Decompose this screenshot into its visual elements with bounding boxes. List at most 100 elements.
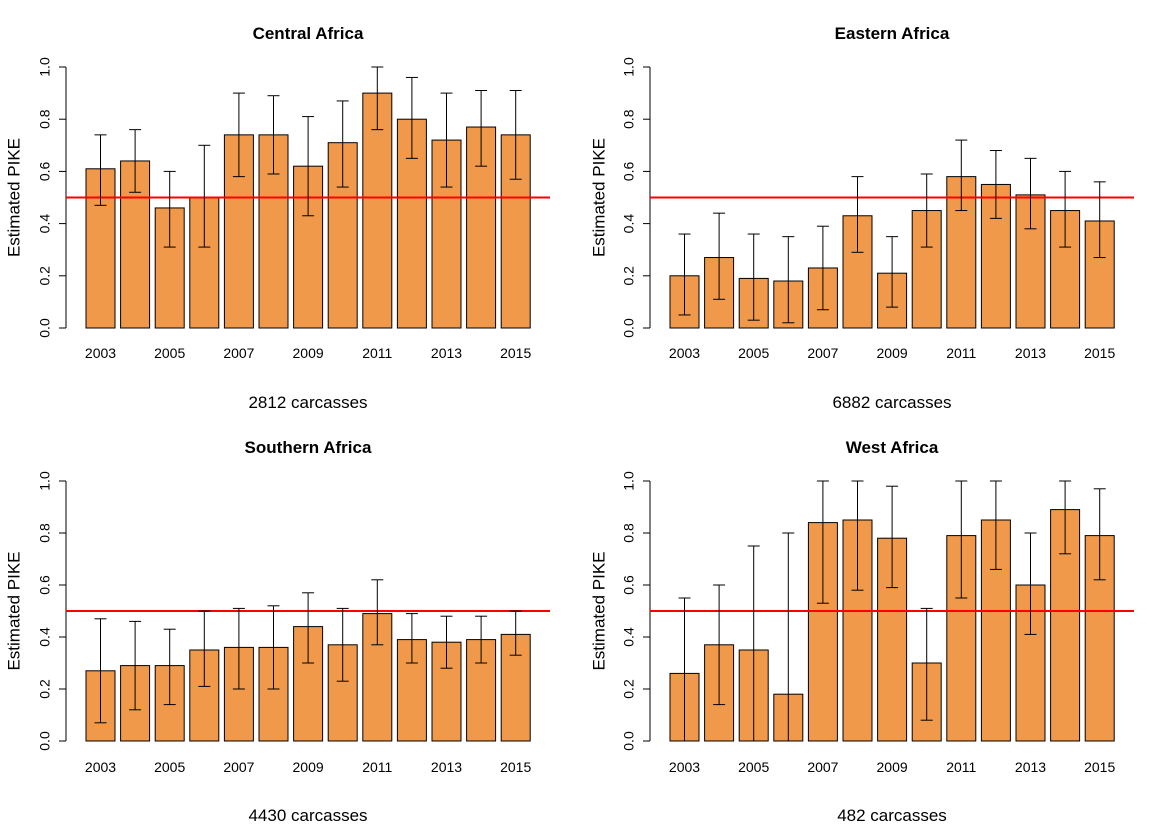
x-tick-label: 2013 [1015, 345, 1046, 361]
y-tick-label: 0.8 [37, 109, 53, 129]
error-bar [747, 233, 760, 321]
x-tick-label: 2011 [946, 759, 976, 775]
error-bar [302, 592, 315, 664]
y-axis-title: Estimated PIKE [589, 138, 608, 257]
error-bar [713, 212, 726, 300]
error-bar [989, 150, 1002, 219]
chart-panel: Central Africa 0.0 0.2 0.4 0.6 0.8 1.0 Estimate… [4, 24, 550, 412]
panel-title: Central Africa [253, 24, 364, 43]
y-axis-title: Estimated PIKE [4, 551, 23, 670]
error-bar [920, 173, 933, 248]
x-tick-label: 2013 [431, 759, 462, 775]
y-tick-label: 0.0 [621, 318, 637, 338]
y-tick-label: 1.0 [37, 57, 53, 77]
y-axis-title: Estimated PIKE [4, 138, 23, 257]
y-tick-label: 0.2 [37, 266, 53, 286]
error-bar [302, 116, 315, 217]
bar [362, 92, 393, 329]
error-bar [1059, 480, 1072, 555]
x-tick-label: 2003 [85, 759, 116, 775]
y-tick-label: 0.6 [37, 161, 53, 181]
error-bar [1093, 181, 1106, 259]
error-bar [1024, 532, 1037, 635]
x-tick-label: 2005 [738, 759, 769, 775]
x-tick-label: 2011 [362, 759, 392, 775]
x-tick-label: 2013 [1015, 759, 1046, 775]
y-tick-label: 0.8 [37, 523, 53, 543]
y-axis-title: Estimated PIKE [589, 551, 608, 670]
error-bar [713, 584, 726, 706]
error-bar [475, 615, 488, 664]
x-tick-label: 2015 [1084, 759, 1115, 775]
error-bar [336, 100, 349, 188]
error-bar [678, 233, 691, 316]
error-bar [336, 607, 349, 682]
y-tick-label: 0.6 [621, 161, 637, 181]
x-axis-title: 482 carcasses [837, 806, 947, 825]
panel-title: Southern Africa [245, 438, 372, 457]
error-bar [886, 485, 899, 589]
error-bar [851, 480, 864, 591]
x-tick-label: 2007 [223, 759, 254, 775]
error-bar [747, 545, 760, 742]
x-tick-label: 2007 [807, 759, 838, 775]
x-tick-label: 2009 [293, 345, 324, 361]
panel-title: West Africa [846, 438, 939, 457]
y-tick-label: 0.2 [621, 266, 637, 286]
error-bar [816, 480, 829, 604]
x-tick-label: 2003 [669, 345, 700, 361]
error-bar [1059, 170, 1072, 248]
x-axis-title: 6882 carcasses [832, 393, 951, 412]
error-bar [678, 597, 691, 742]
x-tick-label: 2003 [669, 759, 700, 775]
x-tick-label: 2007 [223, 345, 254, 361]
y-tick-label: 0.8 [621, 523, 637, 543]
y-tick-label: 0.4 [621, 214, 637, 234]
y-tick-label: 0.0 [37, 731, 53, 751]
x-tick-label: 2015 [1084, 345, 1115, 361]
error-bar [851, 176, 864, 253]
error-bar [509, 89, 522, 180]
error-bar [405, 76, 418, 159]
error-bar [440, 92, 453, 188]
error-bar [198, 144, 211, 248]
y-tick-label: 1.0 [37, 471, 53, 491]
y-tick-label: 0.4 [37, 627, 53, 647]
y-tick-label: 0.8 [621, 109, 637, 129]
x-tick-label: 2011 [946, 345, 976, 361]
error-bar [371, 579, 384, 646]
chart-panel: Eastern Africa 0.0 0.2 0.4 0.6 0.8 1.0 Estimate… [589, 24, 1134, 412]
x-tick-label: 2015 [500, 345, 531, 361]
error-bar [989, 480, 1002, 570]
error-bar [1024, 157, 1037, 230]
error-bar [509, 610, 522, 656]
chart-panel: Southern Africa 0.0 0.2 0.4 0.6 0.8 1.0 Estimat… [4, 438, 550, 825]
error-bar [371, 66, 384, 131]
error-bar [232, 92, 245, 178]
y-tick-label: 0.4 [37, 214, 53, 234]
error-bar [782, 532, 795, 742]
y-tick-label: 0.0 [37, 318, 53, 338]
error-bar [955, 139, 968, 212]
x-tick-label: 2005 [738, 345, 769, 361]
x-tick-label: 2011 [362, 345, 392, 361]
y-tick-label: 0.2 [37, 679, 53, 699]
x-tick-label: 2005 [154, 345, 185, 361]
error-bar [920, 607, 933, 721]
y-tick-label: 1.0 [621, 471, 637, 491]
x-tick-label: 2009 [877, 345, 908, 361]
panel-title: Eastern Africa [835, 24, 950, 43]
bar [1084, 220, 1115, 329]
error-bar [886, 236, 899, 308]
error-bar [782, 236, 795, 324]
y-tick-label: 0.0 [621, 731, 637, 751]
x-tick-label: 2009 [877, 759, 908, 775]
x-axis-title: 2812 carcasses [248, 393, 367, 412]
y-tick-label: 0.4 [621, 627, 637, 647]
y-tick-label: 0.6 [621, 575, 637, 595]
error-bar [94, 134, 107, 206]
error-bar [129, 129, 142, 193]
error-bar [475, 89, 488, 167]
error-bar [440, 615, 453, 669]
